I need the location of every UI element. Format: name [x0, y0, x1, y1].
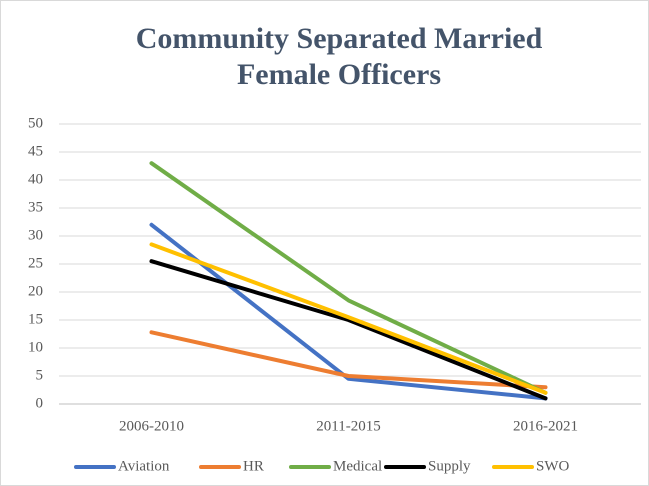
y-tick-label: 10	[28, 339, 43, 355]
legend-label: Aviation	[118, 458, 170, 474]
y-tick-label: 25	[28, 255, 43, 271]
y-tick-label: 30	[28, 227, 43, 243]
y-tick-label: 40	[28, 171, 43, 187]
series-line	[149, 222, 548, 401]
y-tick-label: 35	[28, 199, 43, 215]
y-tick-label: 15	[28, 311, 43, 327]
y-tick-label: 0	[36, 395, 44, 411]
x-tick-label: 2006-2010	[119, 418, 184, 434]
series-line	[149, 161, 548, 395]
legend-label: Medical	[333, 458, 382, 474]
y-tick-label: 20	[28, 283, 43, 299]
x-tick-label: 2016-2021	[513, 418, 578, 434]
y-tick-label: 5	[36, 367, 44, 383]
legend-label: HR	[243, 458, 264, 474]
chart-title: Community Separated Married Female Offic…	[135, 22, 543, 91]
legend-label: SWO	[536, 458, 570, 474]
x-tick-label: 2011-2015	[316, 418, 380, 434]
series-line	[149, 242, 548, 395]
series-line	[149, 259, 548, 401]
y-tick-label: 50	[28, 115, 43, 131]
series-line	[149, 330, 548, 390]
legend-label: Supply	[428, 458, 471, 474]
y-tick-label: 45	[28, 143, 43, 159]
